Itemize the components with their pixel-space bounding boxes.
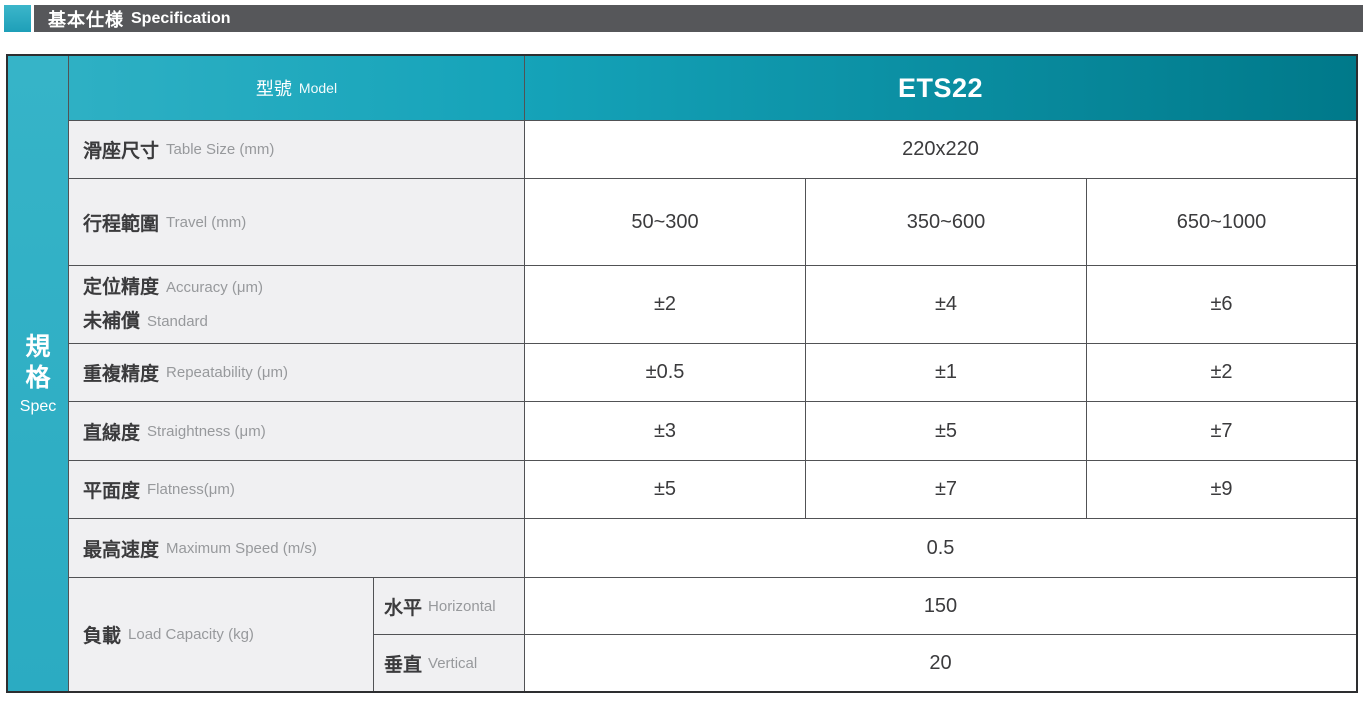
repeatability-en: Repeatability (μm): [166, 364, 289, 381]
accuracy-value-3: ±6: [1087, 266, 1356, 343]
accuracy-zh2: 未補償: [83, 311, 141, 332]
row-accuracy-label: 定位精度 Accuracy (μm) 未補償 Standard: [69, 266, 524, 343]
model-label-zh: 型號: [255, 79, 292, 99]
section-header: 基本仕様 Specification: [0, 5, 1363, 32]
row-flatness-label: 平面度 Flatness(μm): [69, 461, 524, 518]
straightness-zh: 直線度: [83, 422, 141, 444]
accuracy-en2: Standard: [147, 313, 208, 330]
load-zh: 負載: [83, 626, 122, 647]
model-value-cell: ETS22: [525, 56, 1356, 120]
load-horizontal-label: 水平 Horizontal: [374, 578, 524, 634]
accuracy-value-1: ±2: [525, 266, 805, 343]
repeatability-zh: 重複精度: [83, 364, 160, 385]
model-label-cell: 型號 Model: [69, 56, 524, 120]
row-repeatability-label: 重複精度 Repeatability (μm): [69, 344, 524, 401]
table-size-zh: 滑座尺寸: [83, 141, 160, 162]
travel-zh: 行程範圍: [83, 213, 160, 235]
sidebar-zh-2: 格: [25, 363, 51, 392]
vertical-en: Vertical: [428, 654, 478, 672]
flatness-value-2: ±7: [806, 461, 1086, 518]
vertical-zh: 垂直: [384, 654, 423, 676]
model-label-en: Model: [298, 80, 338, 96]
flatness-en: Flatness(μm): [147, 481, 235, 498]
accuracy-en: Accuracy (μm): [166, 279, 263, 296]
sidebar-spec: 規 格 Spec: [8, 56, 68, 691]
accent-square: [4, 5, 31, 32]
section-title-en: Specification: [131, 9, 231, 27]
flatness-zh: 平面度: [83, 481, 141, 502]
row-travel-label: 行程範圍 Travel (mm): [69, 179, 524, 265]
load-horizontal-value: 150: [525, 578, 1356, 634]
horizontal-en: Horizontal: [428, 597, 496, 615]
section-header-bar: 基本仕様 Specification: [34, 5, 1363, 32]
max-speed-en: Maximum Speed (m/s): [166, 539, 317, 557]
straightness-value-1: ±3: [525, 402, 805, 460]
max-speed-zh: 最高速度: [83, 539, 160, 561]
straightness-en: Straightness (μm): [147, 422, 266, 440]
row-max-speed-label: 最高速度 Maximum Speed (m/s): [69, 519, 524, 577]
horizontal-zh: 水平: [384, 597, 423, 619]
repeatability-value-2: ±1: [806, 344, 1086, 401]
sidebar-zh-1: 規: [25, 332, 51, 361]
flatness-value-1: ±5: [525, 461, 805, 518]
accuracy-zh: 定位精度: [83, 277, 160, 298]
spec-table: 規 格 Spec 型號 Model ETS22 滑座尺寸 Table Size …: [6, 54, 1358, 693]
section-title-zh: 基本仕様: [48, 9, 124, 30]
row-table-size-label: 滑座尺寸 Table Size (mm): [69, 121, 524, 178]
row-straightness-label: 直線度 Straightness (μm): [69, 402, 524, 460]
table-size-value: 220x220: [525, 121, 1356, 178]
straightness-value-3: ±7: [1087, 402, 1356, 460]
flatness-value-3: ±9: [1087, 461, 1356, 518]
travel-value-3: 650~1000: [1087, 179, 1356, 265]
accuracy-value-2: ±4: [806, 266, 1086, 343]
repeatability-value-1: ±0.5: [525, 344, 805, 401]
travel-value-1: 50~300: [525, 179, 805, 265]
repeatability-value-3: ±2: [1087, 344, 1356, 401]
load-vertical-value: 20: [525, 635, 1356, 691]
load-en: Load Capacity (kg): [128, 626, 254, 643]
travel-value-2: 350~600: [806, 179, 1086, 265]
straightness-value-2: ±5: [806, 402, 1086, 460]
travel-en: Travel (mm): [166, 213, 247, 231]
row-load-label: 負載 Load Capacity (kg): [69, 578, 373, 691]
sidebar-en: Spec: [19, 397, 57, 415]
table-size-en: Table Size (mm): [166, 141, 275, 158]
max-speed-value: 0.5: [525, 519, 1356, 577]
load-vertical-label: 垂直 Vertical: [374, 635, 524, 691]
